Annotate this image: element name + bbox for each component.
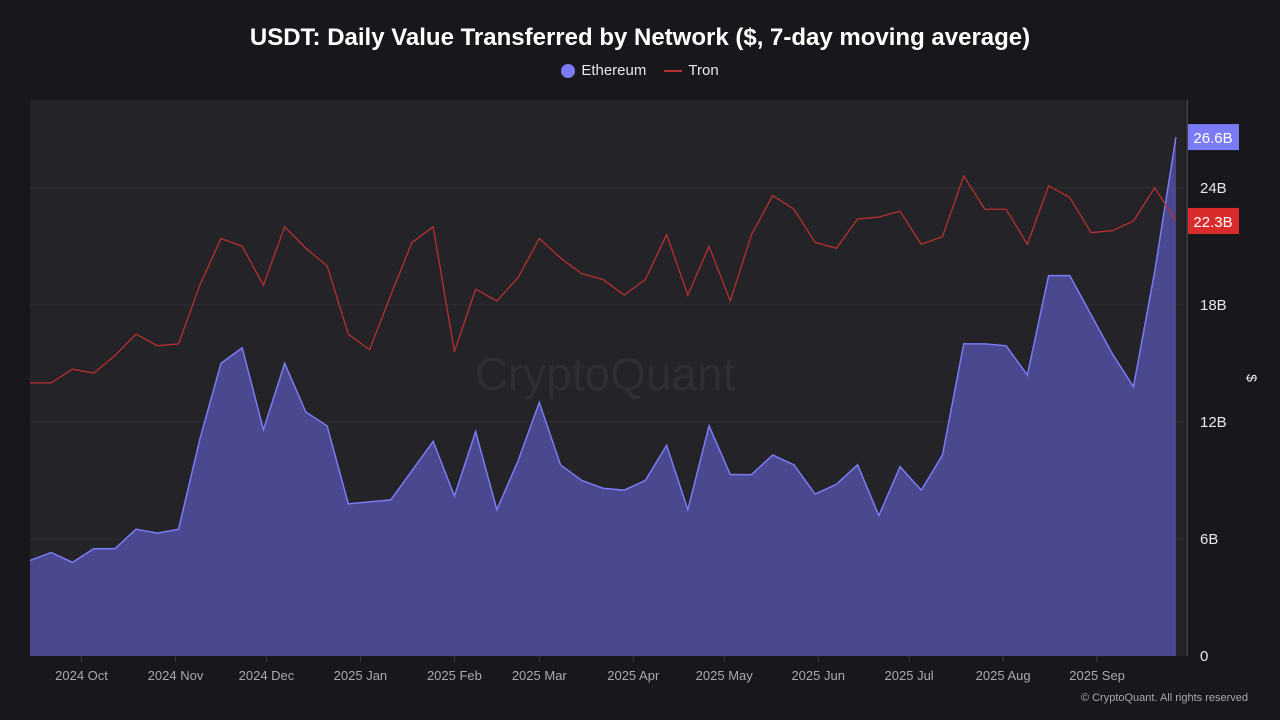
x-tick-label: 2025 Jul: [885, 668, 934, 683]
tron-last-value: 22.3B: [1193, 214, 1232, 231]
ethereum-last-value-bg: [1188, 124, 1239, 151]
x-tick-label: 2025 Sep: [1069, 668, 1125, 683]
tron-last-value-bg: [1188, 207, 1239, 234]
legend-item-tron[interactable]: Tron: [664, 62, 719, 79]
x-tick-label: 2025 Feb: [427, 668, 482, 683]
x-tick-label: 2025 Jan: [334, 668, 388, 683]
y-tick-label: 24B: [1200, 180, 1227, 197]
y-tick-label: 6B: [1200, 531, 1218, 548]
legend-label-ethereum: Ethereum: [581, 62, 647, 79]
y-axis-label: $: [1244, 374, 1260, 382]
x-tick-label: 2025 Aug: [976, 668, 1031, 683]
x-tick-label: 2024 Nov: [148, 668, 204, 683]
legend-label-tron: Tron: [688, 62, 719, 79]
tron-line: [30, 174, 1177, 384]
copyright: © CryptoQuant. All rights reserved: [1080, 692, 1248, 704]
ethereum-line: [29, 136, 1177, 564]
y-tick-label: 18B: [1200, 297, 1227, 314]
y-tick-label: 12B: [1200, 414, 1227, 431]
ethereum-marker-icon: [561, 63, 576, 78]
ethereum-area: [30, 137, 1176, 657]
y-tick-label: 0: [1200, 648, 1208, 665]
legend: Ethereum Tron: [0, 62, 1280, 79]
x-tick-label: 2024 Oct: [55, 668, 108, 683]
chart-title: USDT: Daily Value Transferred by Network…: [249, 24, 1031, 51]
x-tick-label: 2025 May: [696, 668, 754, 683]
x-tick-label: 2024 Dec: [239, 668, 295, 683]
x-tick-label: 2025 Apr: [607, 668, 660, 683]
legend-item-ethereum[interactable]: Ethereum: [561, 62, 646, 79]
ethereum-last-value: 26.6B: [1193, 130, 1232, 147]
x-tick-label: 2025 Jun: [791, 668, 845, 683]
tron-line-icon: [664, 69, 683, 72]
x-tick-label: 2025 Mar: [512, 668, 568, 683]
watermark: CryptoQuant: [475, 348, 736, 400]
